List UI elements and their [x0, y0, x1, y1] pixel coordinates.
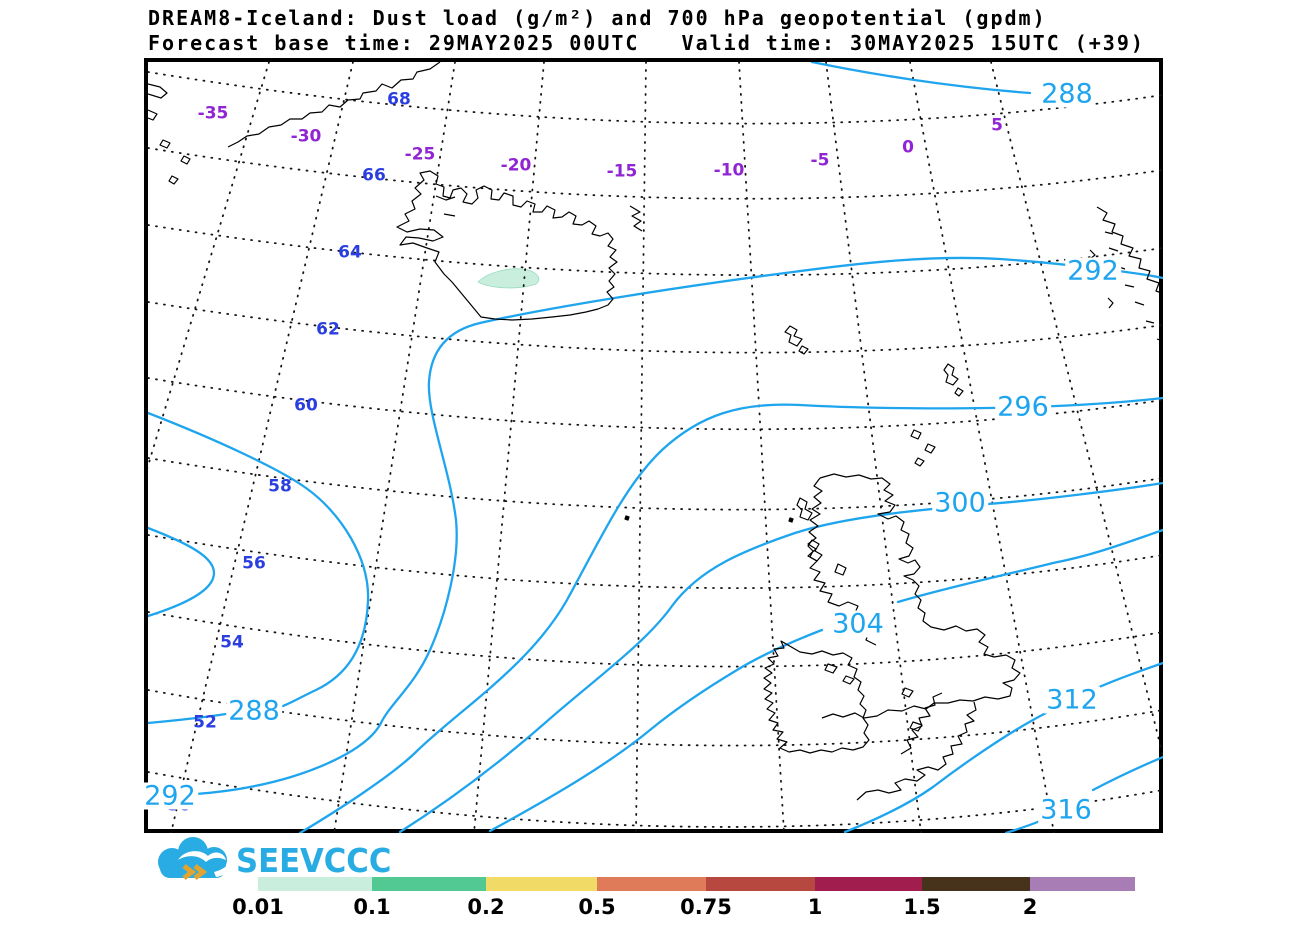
lat-label-58: 58	[268, 476, 292, 497]
contour-label-316: 316	[1038, 794, 1094, 826]
norway-coast	[1096, 206, 1163, 295]
colorbar-tick-0.5: 0.5	[578, 895, 616, 919]
dust-load-colorbar	[258, 877, 1135, 891]
st-kilda-dot	[788, 517, 794, 523]
lon-label--20: -20	[500, 155, 532, 176]
colorbar-segment	[1030, 877, 1135, 891]
colorbar-tick-0.1: 0.1	[353, 895, 391, 919]
map-subtitle-times: Forecast base time: 29MAY2025 00UTC Vali…	[148, 31, 1145, 55]
shetland-islands	[943, 363, 964, 397]
lat-label-62: 62	[316, 319, 340, 340]
contour-label-296: 296	[995, 391, 1051, 423]
isle-of-man	[901, 687, 914, 698]
lat-label-66: 66	[362, 165, 386, 186]
colorbar-segment	[258, 877, 372, 891]
colorbar-segment	[706, 877, 815, 891]
lon-label-5: 5	[991, 115, 1003, 136]
map-canvas	[148, 62, 1163, 833]
graticule-meridians	[148, 62, 1163, 833]
rockall-dot	[624, 515, 630, 521]
colorbar-segment	[372, 877, 486, 891]
geopotential-contours	[148, 62, 1163, 833]
lat-label-68: 68	[387, 89, 411, 110]
great-britain-coast	[819, 473, 1021, 719]
lon-label--25: -25	[404, 144, 436, 165]
colorbar-tick-1: 1	[807, 895, 823, 919]
lon-label--30: -30	[290, 126, 322, 147]
faroe-islands	[784, 325, 809, 355]
contour-label-300: 300	[932, 487, 988, 519]
contour-label-312: 312	[1044, 684, 1100, 716]
graticule-parallels	[148, 71, 1163, 828]
seevccc-logo-text: SEEVCCC	[236, 841, 392, 880]
iceland-fjords	[435, 195, 643, 232]
colorbar-tick-0.75: 0.75	[680, 895, 732, 919]
lat-label-56: 56	[242, 553, 266, 574]
lat-label-64: 64	[338, 242, 362, 263]
colorbar-segment	[815, 877, 922, 891]
anglesey	[909, 721, 923, 732]
lon-label--35: -35	[197, 103, 229, 124]
lat-label-54: 54	[220, 632, 244, 653]
lon-label--5: -5	[810, 150, 830, 171]
colorbar-segment	[922, 877, 1030, 891]
colorbar-tick-1.5: 1.5	[903, 895, 941, 919]
lat-label-52: 52	[193, 712, 217, 733]
coastlines	[148, 62, 1163, 801]
greenland-coast	[227, 62, 441, 148]
wales-coast	[900, 692, 943, 755]
lon-label-0: 0	[902, 137, 914, 158]
lat-label-60: 60	[294, 395, 318, 416]
seevccc-logo	[158, 837, 233, 880]
colorbar-segment	[597, 877, 706, 891]
contour-label-304: 304	[830, 608, 886, 640]
northern-ireland-loughs	[824, 663, 855, 685]
dust-patch	[477, 268, 540, 289]
colorbar-tick-0.01: 0.01	[232, 895, 284, 919]
cloud-icon	[158, 837, 233, 880]
greenland-islets	[159, 139, 191, 185]
england-south-coast	[856, 701, 977, 801]
contour-label-292-sw: 292	[142, 780, 198, 812]
lon-label--10: -10	[713, 160, 745, 181]
colorbar-tick-2: 2	[1022, 895, 1038, 919]
map-title: DREAM8-Iceland: Dust load (g/m²) and 700…	[148, 6, 1047, 30]
contour-label-288-ne: 288	[1039, 78, 1095, 110]
greenland-edge	[148, 83, 168, 121]
contour-label-288-sw: 288	[226, 695, 282, 727]
hebrides	[796, 497, 855, 632]
ireland-coast	[763, 640, 870, 754]
colorbar-segment	[486, 877, 597, 891]
map-border	[144, 58, 1163, 833]
orkney-islands	[910, 429, 936, 467]
lon-label--15: -15	[606, 161, 638, 182]
contour-label-292-e: 292	[1065, 255, 1121, 287]
colorbar-tick-0.2: 0.2	[467, 895, 505, 919]
iceland-coast	[396, 170, 618, 321]
